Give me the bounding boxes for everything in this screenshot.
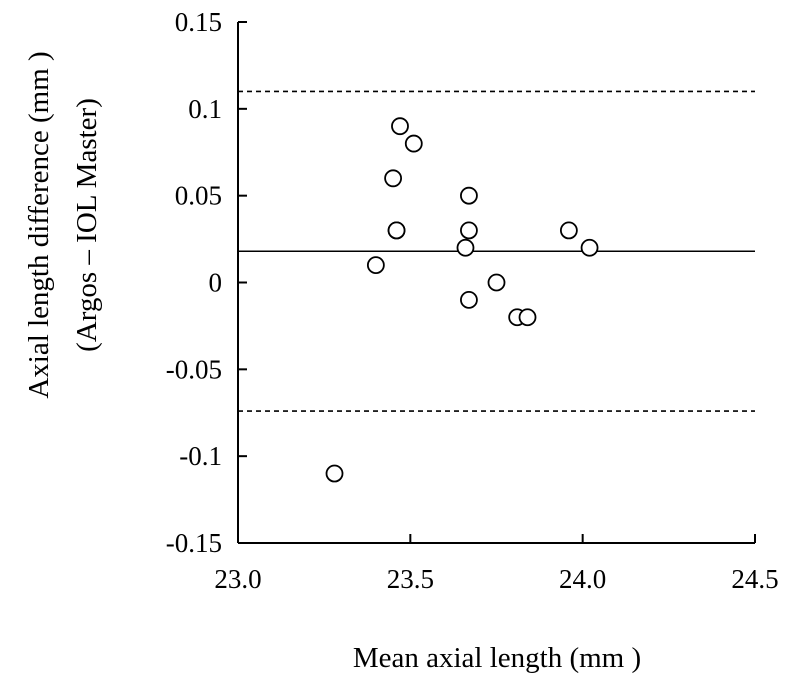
y-tick-label: 0.1 — [188, 94, 222, 124]
data-point — [460, 221, 478, 240]
data-point — [404, 134, 423, 153]
x-axis-title: Mean axial length (mm ) — [353, 642, 641, 674]
data-point — [384, 169, 403, 188]
y-tick-label: 0 — [209, 268, 223, 298]
data-point — [387, 221, 406, 240]
y-axis-title-line1: Axial length difference (mm ) — [23, 51, 55, 398]
y-axis-title-line2: (Argos – IOL Master) — [71, 98, 103, 352]
data-point — [460, 290, 478, 309]
data-point — [460, 186, 478, 205]
reference-lines — [238, 90, 755, 412]
y-axis-ticks: 0.15 0.1 0.05 0 -0.05 -0.1 -0.15 — [166, 7, 247, 558]
y-tick-label: 0.15 — [175, 7, 222, 37]
x-tick-label: 24.0 — [559, 564, 606, 594]
x-tick-label: 23.0 — [214, 564, 261, 594]
data-point — [487, 273, 506, 292]
y-tick-label: -0.15 — [166, 528, 222, 558]
y-tick-label: -0.05 — [166, 354, 222, 384]
data-point — [325, 464, 344, 483]
data-point — [580, 238, 599, 257]
x-tick-label: 24.5 — [731, 564, 778, 594]
x-axis-ticks: 23.0 23.5 24.0 24.5 — [214, 534, 779, 594]
x-tick-label: 23.5 — [387, 564, 434, 594]
y-tick-label: -0.1 — [179, 441, 222, 471]
data-point — [366, 256, 385, 275]
data-point — [559, 221, 578, 240]
y-tick-label: 0.05 — [175, 181, 222, 211]
data-point — [391, 117, 409, 136]
y-axis-title: Axial length difference (mm ) (Argos – I… — [23, 51, 103, 398]
data-point — [456, 238, 475, 257]
data-point — [518, 308, 537, 327]
data-points — [325, 117, 599, 483]
